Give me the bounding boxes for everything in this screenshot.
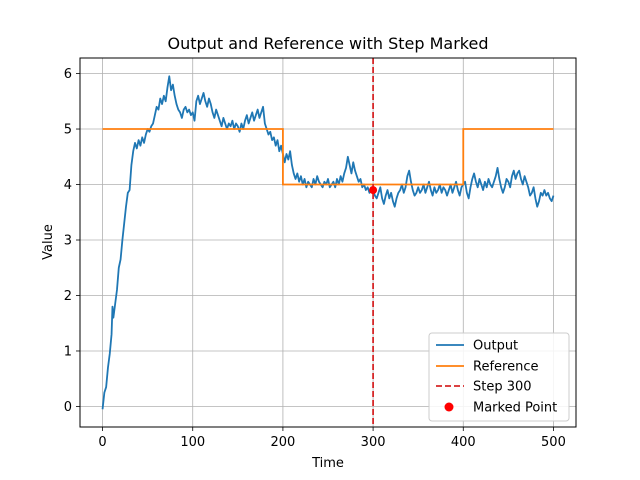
x-tick-label: 200 [270, 435, 295, 450]
y-tick-label: 4 [64, 178, 72, 193]
y-tick-label: 2 [64, 289, 72, 304]
y-tick-label: 0 [64, 400, 72, 415]
x-axis-ticks: 0 100 200 300 400 500 [98, 427, 566, 450]
x-axis-label: Time [311, 456, 344, 471]
legend-reference-label: Reference [473, 360, 538, 375]
legend-marker-label: Marked Point [473, 401, 557, 416]
legend-step-label: Step 300 [473, 380, 532, 395]
legend-box [428, 332, 570, 422]
x-tick-label: 500 [541, 435, 566, 450]
plot-frame [79, 57, 577, 428]
plot-lines [101, 58, 555, 427]
series-output-line [101, 75, 555, 410]
legend: Output Reference Step 300 Marked Point [428, 332, 570, 422]
y-tick-label: 3 [64, 234, 72, 249]
y-tick-label: 6 [64, 67, 72, 82]
x-tick-label: 300 [361, 435, 386, 450]
y-tick-label: 1 [64, 344, 72, 359]
x-tick-label: 400 [451, 435, 476, 450]
x-tick-label: 100 [180, 435, 205, 450]
y-axis-label: Value [41, 224, 56, 260]
y-tick-label: 5 [64, 123, 72, 138]
legend-output-label: Output [473, 339, 518, 354]
marked-point [369, 186, 378, 195]
y-axis-ticks: 0 1 2 3 4 5 6 [64, 67, 80, 415]
x-tick-label: 0 [98, 435, 106, 450]
legend-marker-swatch [444, 402, 454, 412]
chart-title: Output and Reference with Step Marked [168, 34, 489, 53]
